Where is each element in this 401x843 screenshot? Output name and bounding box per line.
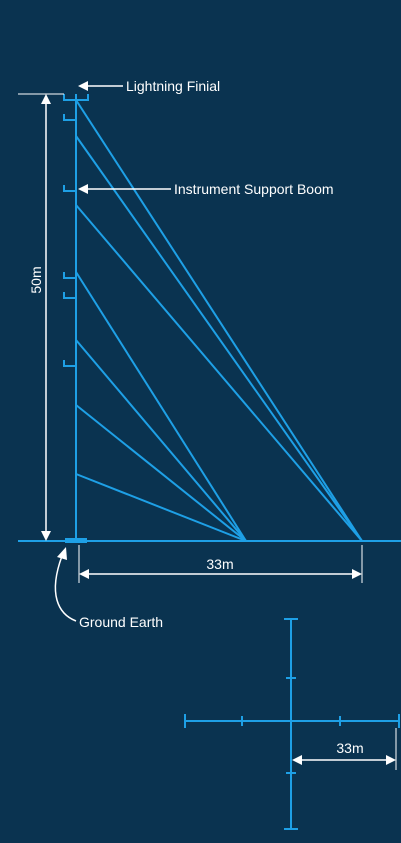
- callout-arrow-icon: [57, 547, 67, 560]
- elevation-view: 50m 33m Lightning Finial Instrument Supp…: [18, 78, 401, 630]
- plan-ticks: [184, 618, 400, 830]
- height-arrow-bottom-icon: [41, 531, 51, 541]
- plan-distance-label: 33m: [336, 740, 363, 756]
- height-dimension: 50m: [18, 93, 64, 541]
- guy-wire: [75, 404, 247, 542]
- callout-arrow-icon: [78, 184, 88, 194]
- boom-bracket: [63, 185, 75, 192]
- distance-arrow-right-icon: [352, 569, 362, 579]
- boom-bracket: [63, 292, 75, 299]
- lightning-finial-label: Lightning Finial: [126, 78, 220, 94]
- boom-bracket: [63, 114, 75, 121]
- ground-earth-callout: Ground Earth: [54, 547, 163, 630]
- ground-earth-label: Ground Earth: [79, 614, 163, 630]
- guy-wire: [75, 473, 247, 542]
- boom-brackets: [63, 114, 75, 367]
- instrument-boom-callout: Instrument Support Boom: [78, 181, 334, 197]
- plan-distance-dimension: 33m: [292, 728, 397, 770]
- height-arrow-top-icon: [41, 94, 51, 104]
- guy-wire: [75, 204, 363, 542]
- callout-curve: [54, 555, 77, 622]
- boom-bracket: [63, 272, 75, 279]
- guy-wire: [75, 99, 363, 542]
- guy-wires-far: [75, 99, 363, 542]
- plan-view: 33m: [184, 618, 400, 830]
- plan-arrow-right-icon: [386, 755, 396, 765]
- instrument-boom-label: Instrument Support Boom: [174, 181, 334, 197]
- anchor-distance-dimension: 33m: [78, 545, 363, 583]
- guy-wire: [75, 339, 247, 542]
- guy-wire: [75, 271, 247, 542]
- plan-arrow-left-icon: [292, 755, 302, 765]
- distance-arrow-left-icon: [79, 569, 89, 579]
- mast-base-plate: [65, 538, 87, 543]
- lightning-finial-callout: Lightning Finial: [78, 78, 220, 94]
- distance-label: 33m: [206, 556, 233, 572]
- height-label: 50m: [28, 266, 44, 293]
- boom-bracket: [63, 360, 75, 367]
- guy-wire: [75, 135, 363, 542]
- guy-wires-near: [75, 271, 247, 542]
- callout-arrow-icon: [78, 81, 88, 91]
